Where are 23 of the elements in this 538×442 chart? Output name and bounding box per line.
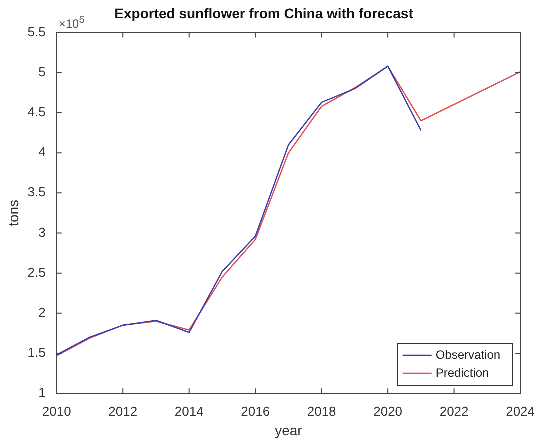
y-tick-label: 4 [38, 144, 46, 160]
y-tick-label: 3.5 [28, 184, 46, 200]
x-tick-label: 2012 [108, 404, 138, 419]
legend-label: Observation [436, 348, 501, 362]
x-tick-label: 2016 [241, 404, 270, 419]
y-tick-label: 1 [38, 385, 46, 400]
y-tick-label: 2 [38, 305, 46, 320]
x-axis-title: year [275, 422, 303, 438]
x-tick-label: 2010 [42, 404, 72, 419]
x-tick-label: 2022 [440, 404, 469, 419]
x-tick-label: 2020 [374, 404, 403, 419]
legend-label: Prediction [436, 366, 490, 380]
y-axis-title: tons [5, 200, 22, 226]
y-tick-label: 1.5 [28, 345, 46, 360]
y-tick-label: 5.5 [28, 24, 46, 40]
x-tick-label: 2014 [174, 404, 204, 419]
y-tick-label: 5 [38, 64, 46, 80]
y-tick-label: 2.5 [28, 264, 46, 280]
y-tick-label: 4.5 [28, 104, 46, 120]
x-tick-label: 2024 [506, 404, 535, 419]
chart-title: Exported sunflower from China with forecast [114, 5, 414, 22]
x-tick-label: 2018 [307, 404, 336, 419]
y-tick-label: 3 [38, 224, 46, 240]
